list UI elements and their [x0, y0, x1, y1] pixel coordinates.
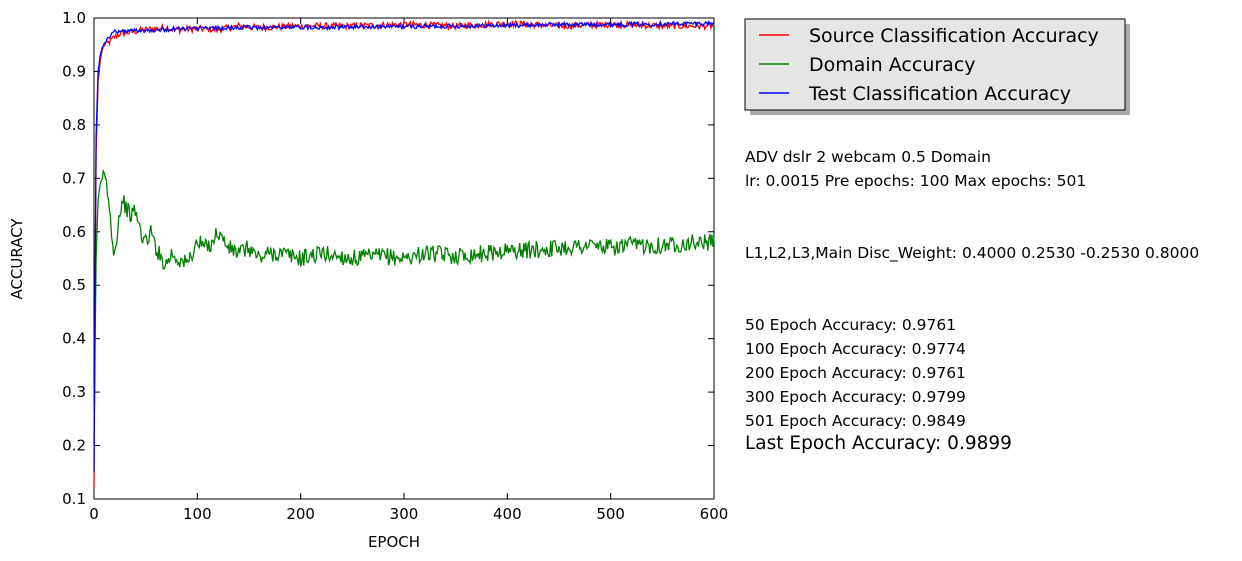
x-tick-label: 400	[493, 505, 522, 523]
accuracy-epoch-300: 300 Epoch Accuracy: 0.9799	[745, 388, 966, 406]
y-tick-label: 1.0	[62, 9, 86, 27]
accuracy-last-epoch: Last Epoch Accuracy: 0.9899	[745, 433, 1012, 454]
y-tick-label: 0.3	[62, 383, 86, 401]
axis-ticks: 0 100 200 300 400 500 600 0.1 0.2 0.3 0.4 0.5 0.6 0.7…	[62, 9, 728, 523]
accuracy-epoch-200: 200 Epoch Accuracy: 0.9761	[745, 364, 966, 382]
accuracy-epoch-50: 50 Epoch Accuracy: 0.9761	[745, 316, 957, 334]
x-tick-label: 100	[183, 505, 212, 523]
y-tick-label: 0.7	[62, 169, 86, 187]
x-tick-label: 200	[286, 505, 315, 523]
y-tick-label: 0.5	[62, 276, 86, 294]
x-tick-label: 300	[390, 505, 419, 523]
legend-label: Source Classification Accuracy	[809, 25, 1099, 47]
x-tick-label: 600	[700, 505, 729, 523]
y-tick-label: 0.8	[62, 116, 86, 134]
series-line-domain-accuracy	[93, 168, 715, 446]
x-tick-label: 500	[596, 505, 625, 523]
run-hyperparameters: lr: 0.0015 Pre epochs: 100 Max epochs: 5…	[745, 172, 1087, 190]
y-tick-label: 0.1	[62, 490, 86, 508]
y-tick-label: 0.6	[62, 223, 86, 241]
legend-label: Domain Accuracy	[809, 54, 976, 76]
y-tick-label: 0.2	[62, 437, 86, 455]
run-description: ADV dslr 2 webcam 0.5 Domain	[745, 148, 991, 166]
x-axis-title: EPOCH	[368, 533, 420, 551]
x-tick-label: 0	[89, 505, 99, 523]
series-lines	[93, 19, 715, 489]
y-tick-label: 0.4	[62, 330, 86, 348]
plot-area	[93, 17, 715, 500]
discriminator-weights: L1,L2,L3,Main Disc_Weight: 0.4000 0.2530…	[745, 244, 1200, 262]
y-tick-label: 0.9	[62, 62, 86, 80]
legend: Source Classification Accuracy Domain Acc…	[744, 18, 1130, 115]
y-axis-title: ACCURACY	[8, 218, 26, 300]
accuracy-epoch-100: 100 Epoch Accuracy: 0.9774	[745, 340, 966, 358]
accuracy-epoch-501: 501 Epoch Accuracy: 0.9849	[745, 412, 966, 430]
series-line-test-classification-accuracy	[93, 19, 715, 473]
legend-box	[744, 18, 1126, 111]
legend-label: Test Classification Accuracy	[808, 83, 1071, 105]
